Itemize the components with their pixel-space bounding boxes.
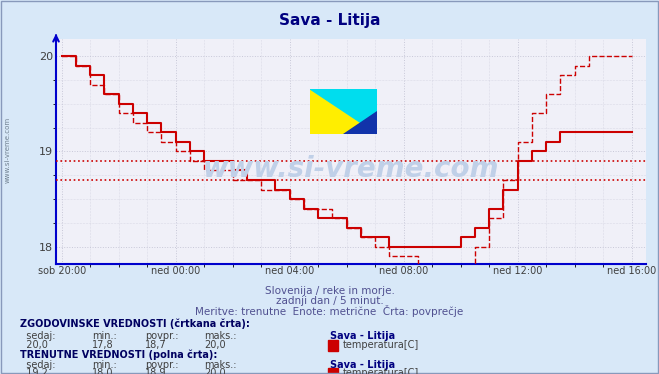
Text: temperatura[C]: temperatura[C] [343, 368, 419, 374]
Text: 20,0: 20,0 [204, 340, 226, 350]
Text: Sava - Litija: Sava - Litija [330, 331, 395, 341]
Text: sedaj:: sedaj: [20, 360, 55, 370]
Text: 18,9: 18,9 [145, 368, 167, 374]
Text: Sava - Litija: Sava - Litija [330, 360, 395, 370]
Polygon shape [343, 111, 377, 134]
Text: zadnji dan / 5 minut.: zadnji dan / 5 minut. [275, 296, 384, 306]
Text: povpr.:: povpr.: [145, 360, 179, 370]
Text: 17,8: 17,8 [92, 340, 114, 350]
Text: maks.:: maks.: [204, 360, 237, 370]
Text: Sava - Litija: Sava - Litija [279, 13, 380, 28]
Text: www.si-vreme.com: www.si-vreme.com [203, 156, 499, 183]
Text: sedaj:: sedaj: [20, 331, 55, 341]
Text: maks.:: maks.: [204, 331, 237, 341]
Text: 20,0: 20,0 [204, 368, 226, 374]
Text: povpr.:: povpr.: [145, 331, 179, 341]
Polygon shape [310, 89, 377, 134]
Text: ZGODOVINSKE VREDNOSTI (črtkana črta):: ZGODOVINSKE VREDNOSTI (črtkana črta): [20, 318, 250, 329]
Text: Slovenija / reke in morje.: Slovenija / reke in morje. [264, 286, 395, 296]
Text: 18,0: 18,0 [92, 368, 114, 374]
Text: 18,7: 18,7 [145, 340, 167, 350]
Text: min.:: min.: [92, 331, 117, 341]
Text: min.:: min.: [92, 360, 117, 370]
Text: temperatura[C]: temperatura[C] [343, 340, 419, 350]
Text: TRENUTNE VREDNOSTI (polna črta):: TRENUTNE VREDNOSTI (polna črta): [20, 349, 217, 360]
Text: Meritve: trenutne  Enote: metrične  Črta: povprečje: Meritve: trenutne Enote: metrične Črta: … [195, 305, 464, 317]
Text: 19,2: 19,2 [20, 368, 47, 374]
Text: 20,0: 20,0 [20, 340, 47, 350]
Polygon shape [310, 89, 377, 134]
Text: www.si-vreme.com: www.si-vreme.com [5, 117, 11, 183]
